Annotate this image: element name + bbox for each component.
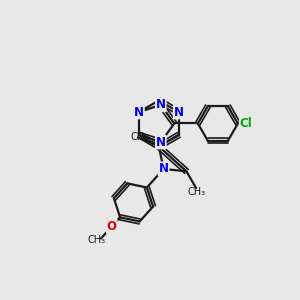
Text: N: N (159, 162, 169, 176)
Text: N: N (156, 98, 166, 111)
Text: O: O (107, 220, 117, 233)
Text: CH₃: CH₃ (188, 188, 206, 197)
Text: CH₃: CH₃ (88, 235, 106, 244)
Text: Cl: Cl (240, 117, 253, 130)
Text: N: N (134, 106, 144, 118)
Text: N: N (174, 106, 184, 118)
Text: N: N (156, 136, 166, 148)
Text: CH₃: CH₃ (131, 131, 149, 142)
